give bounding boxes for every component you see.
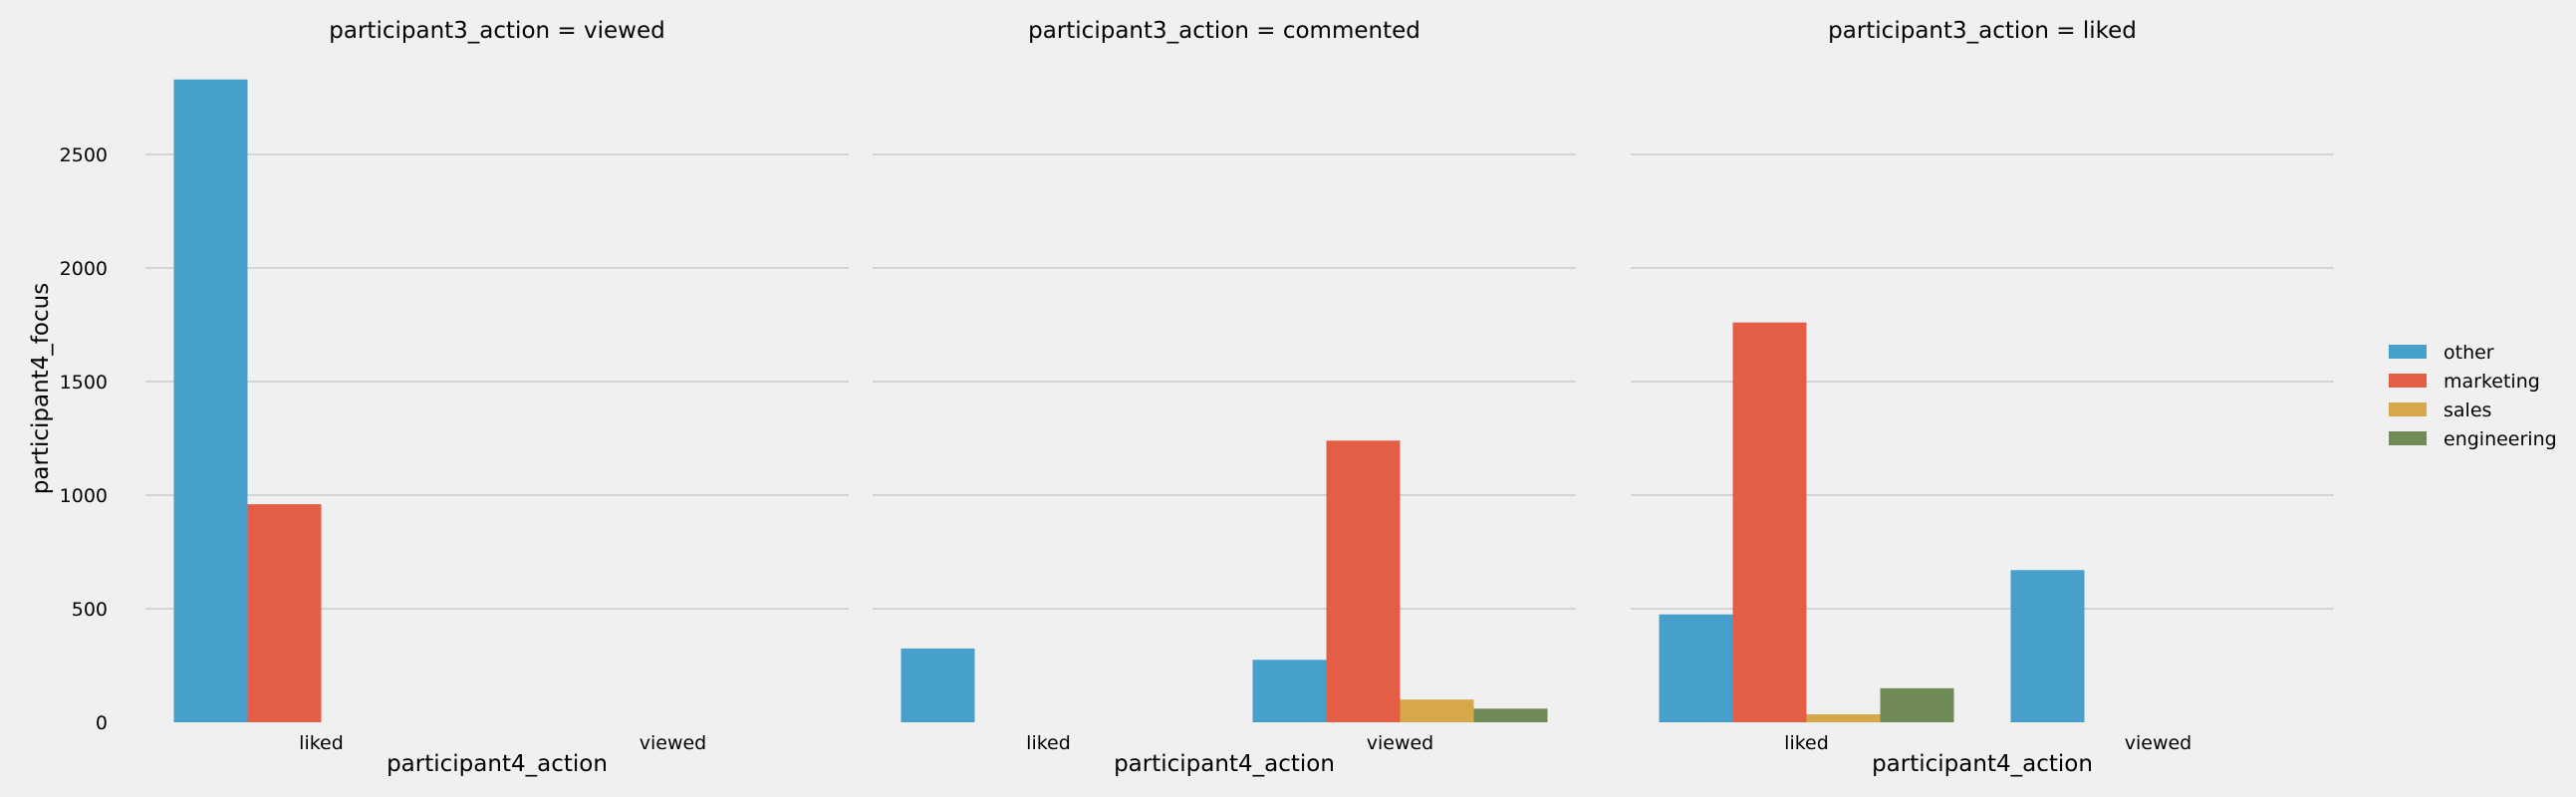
x-tick-label: liked <box>299 732 344 754</box>
legend-label-other: other <box>2444 342 2494 364</box>
y-tick-label: 2500 <box>60 144 108 166</box>
bar-other-viewed <box>1252 660 1327 722</box>
bar-other-viewed <box>2010 570 2085 722</box>
bar-marketing-liked <box>1732 322 1807 722</box>
x-tick-label: viewed <box>640 732 707 754</box>
y-tick-label: 500 <box>72 599 108 621</box>
y-tick-label: 0 <box>96 712 108 734</box>
bar-engineering-liked <box>1880 687 1954 722</box>
x-axis-label: participant4_action <box>1114 751 1335 777</box>
x-tick-label: liked <box>1784 732 1829 754</box>
bar-sales-viewed <box>1400 699 1474 722</box>
panel-title: participant3_action = viewed <box>329 18 664 44</box>
bar-other-liked <box>173 79 248 722</box>
bar-other-liked <box>901 648 975 722</box>
legend-label-sales: sales <box>2444 399 2491 421</box>
bar-marketing-viewed <box>1326 440 1401 722</box>
panel-title: participant3_action = liked <box>1828 18 2137 44</box>
x-tick-label: viewed <box>2125 732 2192 754</box>
legend-swatch-sales <box>2389 402 2427 416</box>
x-axis-label: participant4_action <box>1872 751 2093 777</box>
panel-2: participant3_action = commented liked view… <box>873 18 1576 777</box>
panels: 0 500 1000 1500 2000 2500 participant3_action … <box>60 18 2334 777</box>
bar-other-liked <box>1659 614 1733 722</box>
y-tick-label: 1000 <box>60 485 108 507</box>
panel-title: participant3_action = commented <box>1028 18 1420 44</box>
panel-3: participant3_action = liked liked viewed pa… <box>1631 18 2334 777</box>
y-tick-label: 2000 <box>60 258 108 280</box>
bar-marketing-liked <box>247 504 322 722</box>
x-axis-label: participant4_action <box>386 751 608 777</box>
legend-swatch-other <box>2389 345 2427 359</box>
legend-label-marketing: marketing <box>2444 371 2540 393</box>
bar-engineering-viewed <box>1473 708 1548 722</box>
panel-1: 0 500 1000 1500 2000 2500 participant3_action … <box>60 18 849 777</box>
legend-swatch-marketing <box>2389 374 2427 388</box>
y-tick-label: 1500 <box>60 372 108 394</box>
x-tick-label: liked <box>1026 732 1071 754</box>
legend-label-engineering: engineering <box>2444 428 2557 450</box>
legend: other marketing sales engineering <box>2389 342 2557 450</box>
y-axis-label: participant4_focus <box>28 283 54 494</box>
x-tick-label: viewed <box>1367 732 1434 754</box>
legend-swatch-engineering <box>2389 431 2427 445</box>
bar-sales-liked <box>1806 714 1881 722</box>
